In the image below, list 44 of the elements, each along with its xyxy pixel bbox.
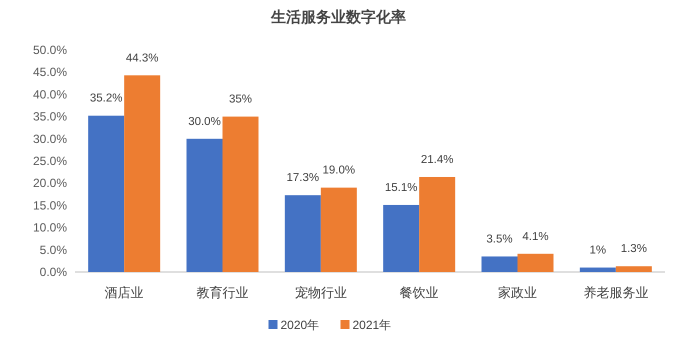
data-label: 44.3% <box>126 52 158 64</box>
y-tick-label: 0.0% <box>40 265 68 279</box>
data-label: 3.5% <box>486 233 513 246</box>
y-tick-label: 35.0% <box>32 110 68 124</box>
bar <box>320 188 357 272</box>
y-tick-label: 45.0% <box>32 65 68 80</box>
x-tick-label: 家政业 <box>498 285 537 300</box>
data-label: 17.3% <box>286 172 320 184</box>
bar <box>88 116 124 272</box>
data-label: 35% <box>228 94 252 106</box>
x-tick-label: 宠物行业 <box>294 285 347 300</box>
bar <box>222 116 258 272</box>
bar <box>482 256 518 272</box>
y-tick-label: 20.0% <box>32 176 68 190</box>
legend-label: 2020年 <box>280 318 320 332</box>
data-label: 1% <box>590 244 606 257</box>
bar <box>518 254 554 272</box>
legend-label: 2021年 <box>352 318 392 332</box>
y-tick-label: 5.0% <box>40 242 68 257</box>
bar <box>419 176 456 272</box>
y-tick-label: 40.0% <box>32 87 68 102</box>
data-label: 21.4% <box>420 154 454 166</box>
y-tick-label: 30.0% <box>32 132 68 146</box>
y-tick-label: 15.0% <box>32 198 68 212</box>
chart-title: 生活服务业数字化率 <box>270 8 406 26</box>
y-tick-label: 50.0% <box>32 43 68 57</box>
bar <box>186 138 222 272</box>
data-label: 35.2% <box>90 92 122 105</box>
x-tick-label: 酒店业 <box>104 285 144 300</box>
data-label: 1.3% <box>620 243 647 256</box>
bar <box>383 204 420 272</box>
bar <box>284 195 321 272</box>
data-label: 19.0% <box>322 164 356 177</box>
data-label: 15.1% <box>384 182 418 194</box>
x-tick-label: 养老服务业 <box>583 285 648 300</box>
data-label: 30.0% <box>188 116 221 128</box>
x-tick-label: 餐饮业 <box>400 285 439 300</box>
bar <box>580 268 616 272</box>
y-tick-label: 10.0% <box>32 220 68 235</box>
data-label: 4.1% <box>522 230 549 243</box>
x-tick-label: 教育行业 <box>196 285 248 300</box>
bar <box>124 75 160 272</box>
bar <box>616 266 652 272</box>
y-tick-label: 25.0% <box>32 154 68 168</box>
